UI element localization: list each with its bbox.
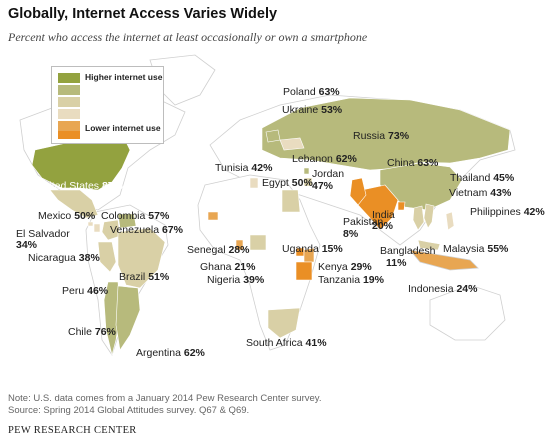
label-el-salvador-value: 34% <box>16 239 38 251</box>
south-africa-shape <box>267 307 301 339</box>
venezuela-shape <box>117 213 137 229</box>
label-india: India <box>372 209 395 221</box>
legend-swatch-mid <box>58 97 80 107</box>
label-tunisia: Tunisia 42% <box>215 162 273 174</box>
footer-source: PEW RESEARCH CENTER <box>8 425 137 436</box>
note-line-2: Source: Spring 2014 Global Attitudes sur… <box>8 405 250 416</box>
label-senegal: Senegal 28% <box>187 244 250 256</box>
label-lebanon: Lebanon 62% <box>292 153 357 165</box>
label-mexico: Mexico 50% <box>38 210 96 222</box>
malaysia-shape <box>417 239 441 251</box>
vietnam-shape <box>423 203 435 229</box>
egypt-shape <box>281 189 301 213</box>
nicaragua-shape <box>93 223 101 233</box>
kenya-shape <box>303 247 315 263</box>
label-vietnam: Vietnam 43% <box>449 187 512 199</box>
el-salvador-shape <box>87 221 94 227</box>
label-tanzania: Tanzania 19% <box>318 274 384 286</box>
label-thailand: Thailand 45% <box>450 172 515 184</box>
label-philippines: Philippines 42% <box>470 206 545 218</box>
australia-landmass <box>429 284 506 341</box>
label-nicaragua: Nicaragua 38% <box>28 252 100 264</box>
map-legend: Higher internet use Lower internet use <box>51 66 164 144</box>
label-china: China 63% <box>387 157 439 169</box>
label-pakistan-value: 8% <box>343 228 359 240</box>
mexico-shape <box>49 189 99 219</box>
label-el-salvador: El Salvador <box>16 228 70 240</box>
peru-shape <box>97 241 117 273</box>
label-malaysia: Malaysia 55% <box>443 243 509 255</box>
ghana-shape <box>235 239 244 251</box>
jordan-shape <box>303 177 313 187</box>
label-indonesia: Indonesia 24% <box>408 283 478 295</box>
label-south-africa: South Africa 41% <box>246 337 327 349</box>
nigeria-shape <box>249 234 267 251</box>
label-peru: Peru 46% <box>62 285 109 297</box>
label-uganda: Uganda 15% <box>282 243 343 255</box>
label-chile: Chile 76% <box>68 326 116 338</box>
legend-swatch-low <box>58 121 80 131</box>
philippines-shape <box>445 211 455 231</box>
legend-high-label: Higher internet use <box>85 72 163 82</box>
colombia-shape <box>101 219 121 241</box>
label-india-value: 20% <box>372 220 394 232</box>
legend-low-label: Lower internet use <box>85 123 161 133</box>
thailand-shape <box>412 205 425 231</box>
label-argentina: Argentina 62% <box>136 347 205 359</box>
tanzania-shape <box>295 261 313 281</box>
brazil-shape <box>117 227 166 289</box>
argentina-shape <box>115 285 141 351</box>
legend-swatch-highest <box>58 73 80 83</box>
note-line-1: Note: U.S. data comes from a January 201… <box>8 393 322 404</box>
label-ukraine: Ukraine 53% <box>282 104 343 116</box>
chart-title: Globally, Internet Access Varies Widely <box>8 6 278 22</box>
indonesia-islands <box>409 249 479 271</box>
tunisia-shape <box>249 177 259 189</box>
bangladesh-shape <box>397 201 406 211</box>
label-ghana: Ghana 21% <box>200 261 256 273</box>
label-brazil: Brazil 51% <box>119 271 170 283</box>
label-poland: Poland 63% <box>283 86 340 98</box>
label-pakistan: Pakistan <box>343 216 384 228</box>
ukraine-shape <box>279 137 305 151</box>
label-jordan-value: 47% <box>312 180 334 192</box>
label-kenya: Kenya 29% <box>318 261 372 273</box>
lebanon-shape <box>303 167 310 175</box>
legend-swatch-midlow <box>58 109 80 119</box>
senegal-shape <box>207 211 219 221</box>
legend-swatch-lowest <box>58 131 80 139</box>
label-egypt: Egypt 50% <box>262 177 313 189</box>
label-colombia: Colombia 57% <box>101 210 170 222</box>
label-bangladesh: Bangladesh <box>380 245 436 257</box>
russia-shape <box>261 97 511 171</box>
legend-swatch-high <box>58 85 80 95</box>
pakistan-shape <box>349 177 367 206</box>
label-jordan: Jordan <box>312 168 345 180</box>
poland-shape <box>265 129 281 143</box>
label-bangladesh-value: 11% <box>386 257 407 269</box>
label-nigeria: Nigeria 39% <box>207 274 265 286</box>
label-venezuela: Venezuela 67% <box>110 224 183 236</box>
label-russia: Russia 73% <box>353 130 410 142</box>
chart-subtitle: Percent who access the internet at least… <box>8 30 368 44</box>
label-united-states: United States 87% <box>36 180 123 192</box>
india-shape <box>357 184 399 231</box>
